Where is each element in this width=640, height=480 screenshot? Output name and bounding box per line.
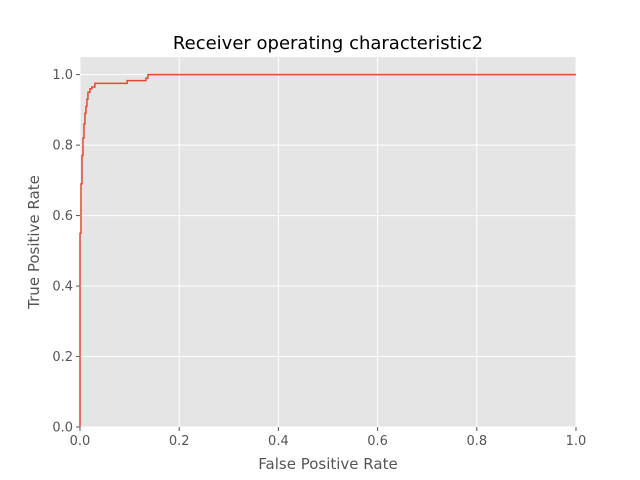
- y-tick-label: 0.0: [52, 421, 73, 436]
- x-tick-label: 0.8: [466, 434, 487, 449]
- axis-ticks: 0.0 0.2 0.4 0.6 0.8 1.0 0.0 0.2 0.4 0.6 0.8 1.0: [52, 68, 586, 449]
- x-tick-label: 1.0: [566, 434, 587, 449]
- plot-area: [80, 57, 576, 427]
- y-axis-label: True Positive Rate: [25, 175, 43, 310]
- y-tick-label: 0.2: [52, 350, 73, 365]
- chart-title: Receiver operating characteristic2: [173, 33, 483, 54]
- x-axis-label: False Positive Rate: [258, 455, 397, 473]
- x-tick-label: 0.2: [169, 434, 190, 449]
- x-tick-label: 0.6: [367, 434, 388, 449]
- y-tick-label: 1.0: [52, 68, 73, 83]
- roc-curve-line: [79, 73, 576, 427]
- y-tick-label: 0.8: [52, 139, 73, 154]
- x-tick-label: 0.4: [268, 434, 289, 449]
- y-tick-label: 0.6: [52, 209, 73, 224]
- y-tick-label: 0.4: [52, 280, 73, 295]
- x-tick-label: 0.0: [70, 434, 91, 449]
